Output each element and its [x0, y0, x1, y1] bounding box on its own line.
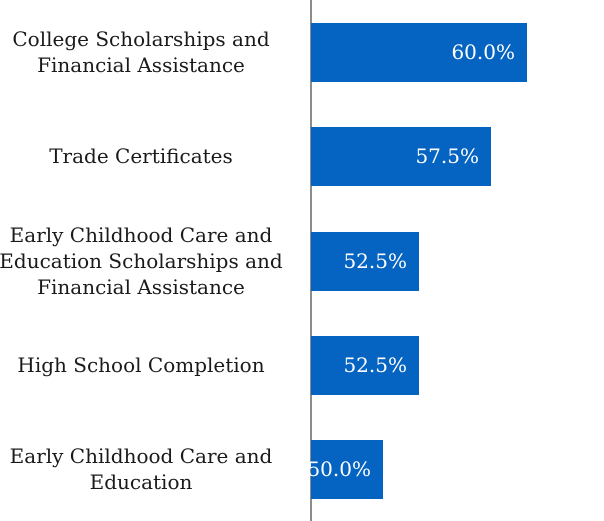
bar: 52.5% [311, 335, 419, 395]
category-label: Early Childhood Care and Education Schol… [0, 223, 283, 299]
category-label: Trade Certificates [49, 144, 233, 168]
category-label: College Scholarships and Financial Assis… [12, 27, 270, 77]
data-label: 50.0% [307, 457, 371, 481]
bar: 57.5% [311, 126, 491, 186]
category-label: Early Childhood Care and Education [9, 444, 273, 494]
category-label: High School Completion [17, 353, 265, 377]
bar: 60.0% [311, 22, 527, 82]
category-axis-line [310, 0, 312, 521]
data-label: 52.5% [343, 249, 407, 273]
bar: 50.0% [307, 439, 383, 499]
data-label: 60.0% [451, 40, 515, 64]
data-label: 52.5% [343, 353, 407, 377]
bar: 52.5% [311, 231, 419, 291]
data-label: 57.5% [415, 144, 479, 168]
